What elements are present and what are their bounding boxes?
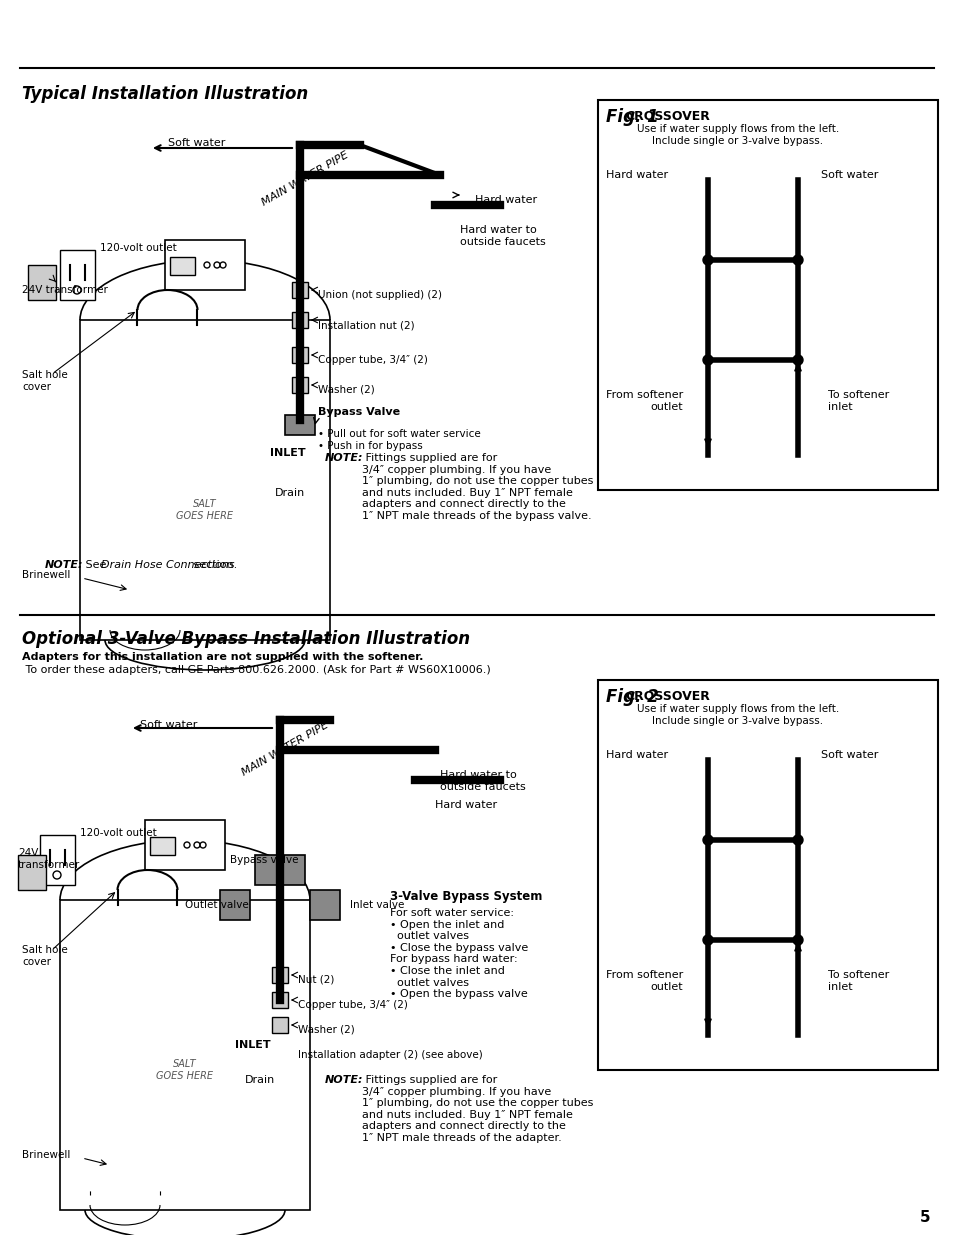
Text: To softener
inlet: To softener inlet — [827, 969, 888, 992]
Text: SALT
GOES HERE: SALT GOES HERE — [156, 1060, 213, 1081]
Text: Washer (2): Washer (2) — [297, 1025, 355, 1035]
Text: cover: cover — [22, 382, 51, 391]
Text: Bypass valve: Bypass valve — [230, 855, 298, 864]
Text: Typical Installation Illustration: Typical Installation Illustration — [22, 85, 308, 103]
Bar — [598, 100, 937, 490]
Text: 5: 5 — [919, 1210, 929, 1225]
Text: Salt hole: Salt hole — [22, 945, 68, 955]
Text: INLET: INLET — [270, 448, 305, 458]
Text: • Pull out for soft water service
• Push in for bypass: • Pull out for soft water service • Push… — [317, 429, 480, 451]
Circle shape — [792, 254, 802, 266]
Text: Drain Hose Connections: Drain Hose Connections — [101, 559, 234, 571]
Circle shape — [792, 935, 802, 945]
Text: Hard water to
outside faucets: Hard water to outside faucets — [439, 769, 525, 792]
Bar — [170, 257, 194, 275]
Text: Inlet valve: Inlet valve — [350, 900, 404, 910]
Bar — [292, 347, 308, 363]
Bar — [18, 855, 46, 890]
Circle shape — [702, 935, 712, 945]
Text: From softener
outlet: From softener outlet — [605, 969, 682, 992]
Bar — [598, 680, 937, 1070]
Text: Use if water supply flows from the left.: Use if water supply flows from the left. — [637, 124, 839, 135]
Text: 120-volt outlet: 120-volt outlet — [80, 827, 156, 839]
Text: Hard water: Hard water — [435, 800, 497, 810]
Text: 24V
transformer: 24V transformer — [18, 848, 80, 869]
Bar — [292, 282, 308, 298]
Bar — [254, 855, 305, 885]
Circle shape — [702, 835, 712, 845]
Text: INLET: INLET — [234, 1040, 271, 1050]
Circle shape — [702, 254, 712, 266]
Bar — [292, 312, 308, 329]
Bar — [272, 1016, 288, 1032]
Text: Adapters for this installation are not supplied with the softener.: Adapters for this installation are not s… — [22, 652, 423, 662]
Text: Drain: Drain — [245, 1074, 275, 1086]
Text: For soft water service:
• Open the inlet and
  outlet valves
• Close the bypass : For soft water service: • Open the inlet… — [390, 908, 528, 999]
Text: Brinewell: Brinewell — [22, 571, 71, 580]
Bar — [150, 837, 174, 855]
Text: cover: cover — [22, 957, 51, 967]
Bar — [60, 900, 310, 1210]
Text: Union (not supplied) (2): Union (not supplied) (2) — [317, 290, 441, 300]
Text: Use if water supply flows from the left.: Use if water supply flows from the left. — [637, 704, 839, 714]
Text: Bypass Valve: Bypass Valve — [317, 408, 399, 417]
Text: Copper tube, 3/4″ (2): Copper tube, 3/4″ (2) — [297, 1000, 408, 1010]
Text: Hard water: Hard water — [475, 195, 537, 205]
Bar — [145, 820, 225, 869]
Circle shape — [702, 354, 712, 366]
Text: Installation nut (2): Installation nut (2) — [317, 320, 415, 330]
Text: Brinewell: Brinewell — [22, 1150, 71, 1160]
Text: 3-Valve Bypass System: 3-Valve Bypass System — [390, 890, 542, 903]
Text: Include single or 3-valve bypass.: Include single or 3-valve bypass. — [652, 716, 822, 726]
Text: Installation adapter (2) (see above): Installation adapter (2) (see above) — [297, 1050, 482, 1060]
Bar — [80, 320, 330, 640]
Text: Fig. 1: Fig. 1 — [605, 107, 659, 126]
Text: Include single or 3-valve bypass.: Include single or 3-valve bypass. — [652, 136, 822, 146]
Text: Hard water: Hard water — [605, 170, 667, 180]
Text: CROSSOVER: CROSSOVER — [625, 110, 710, 124]
Text: Outlet valve: Outlet valve — [185, 900, 249, 910]
Text: Fittings supplied are for
3/4″ copper plumbing. If you have
1″ plumbing, do not : Fittings supplied are for 3/4″ copper pl… — [361, 1074, 593, 1144]
Text: MAIN WATER PIPE: MAIN WATER PIPE — [240, 720, 330, 778]
Text: Drain: Drain — [274, 488, 305, 498]
Circle shape — [792, 354, 802, 366]
Text: To softener
inlet: To softener inlet — [827, 390, 888, 411]
Text: Soft water: Soft water — [820, 750, 877, 760]
Text: From softener
outlet: From softener outlet — [605, 390, 682, 411]
Text: Copper tube, 3/4″ (2): Copper tube, 3/4″ (2) — [317, 354, 428, 366]
Text: 120-volt outlet: 120-volt outlet — [100, 243, 176, 253]
Bar — [165, 240, 245, 290]
Text: Soft water: Soft water — [140, 720, 197, 730]
Text: NOTE:: NOTE: — [325, 1074, 363, 1086]
Text: CROSSOVER: CROSSOVER — [625, 690, 710, 703]
Bar — [28, 266, 56, 300]
Text: Nut (2): Nut (2) — [297, 974, 334, 986]
Text: MAIN WATER PIPE: MAIN WATER PIPE — [260, 149, 350, 207]
Text: Fittings supplied are for
3/4″ copper plumbing. If you have
1″ plumbing, do not : Fittings supplied are for 3/4″ copper pl… — [361, 453, 593, 521]
Text: NOTE:: NOTE: — [325, 453, 363, 463]
Text: To order these adapters, call GE Parts 800.626.2000. (Ask for Part # WS60X10006.: To order these adapters, call GE Parts 8… — [22, 664, 490, 676]
Bar — [220, 890, 250, 920]
Bar — [272, 992, 288, 1008]
Text: Soft water: Soft water — [820, 170, 877, 180]
Text: See: See — [82, 559, 110, 571]
Text: Washer (2): Washer (2) — [317, 385, 375, 395]
Bar — [292, 377, 308, 393]
Text: 24V transformer: 24V transformer — [22, 285, 108, 295]
Text: Optional 3-Valve Bypass Installation Illustration: Optional 3-Valve Bypass Installation Ill… — [22, 630, 470, 648]
Text: Hard water to
outside faucets: Hard water to outside faucets — [459, 225, 545, 247]
Text: NOTE:: NOTE: — [45, 559, 84, 571]
Text: Fig. 2: Fig. 2 — [605, 688, 659, 706]
Bar — [272, 967, 288, 983]
Bar — [60, 249, 95, 300]
Text: Soft water: Soft water — [168, 138, 225, 148]
Text: SALT
GOES HERE: SALT GOES HERE — [176, 499, 233, 521]
Bar — [40, 835, 75, 885]
Circle shape — [792, 835, 802, 845]
Bar — [310, 890, 339, 920]
Text: section.: section. — [190, 559, 237, 571]
Text: Salt hole: Salt hole — [22, 370, 68, 380]
Bar — [285, 415, 314, 435]
Text: Hard water: Hard water — [605, 750, 667, 760]
